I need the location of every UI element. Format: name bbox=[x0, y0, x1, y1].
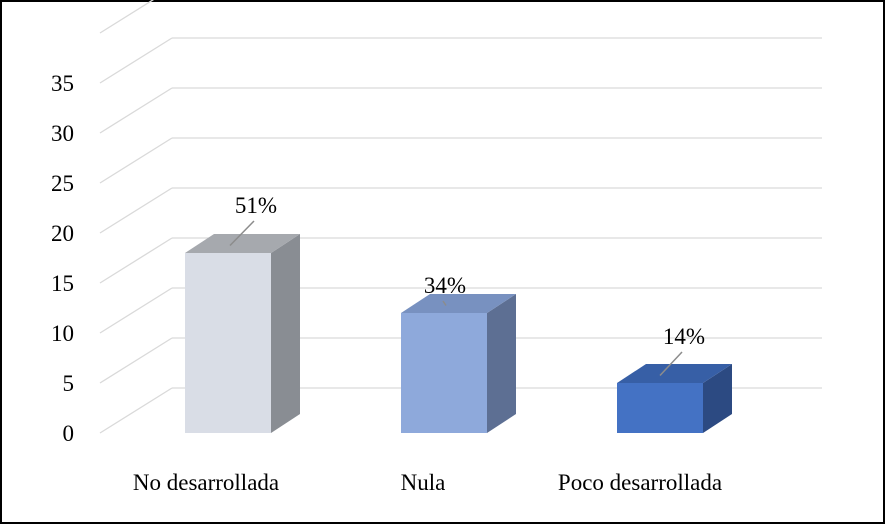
data-label-leader bbox=[229, 220, 255, 247]
side-gridline bbox=[99, 387, 173, 434]
side-gridline bbox=[99, 187, 173, 234]
data-label: 34% bbox=[424, 273, 466, 298]
y-axis-ticks: 0 5 10 15 20 25 30 35 bbox=[51, 71, 74, 446]
bar-top bbox=[401, 294, 516, 313]
bars: 51% 34% 14% bbox=[185, 193, 732, 433]
bar-front bbox=[617, 383, 703, 433]
side-gridline bbox=[99, 37, 173, 84]
data-label: 14% bbox=[663, 324, 705, 349]
x-axis-categories: No desarrollada Nula Poco desarrollada bbox=[133, 470, 722, 495]
side-gridline bbox=[99, 0, 155, 34]
y-tick-label: 25 bbox=[51, 171, 74, 196]
bar-front bbox=[401, 313, 487, 433]
y-tick-label: 0 bbox=[63, 421, 75, 446]
bar-side bbox=[487, 294, 516, 433]
y-tick-label: 10 bbox=[51, 321, 74, 346]
side-gridline bbox=[99, 137, 173, 184]
bar-top bbox=[185, 234, 300, 253]
side-gridline bbox=[99, 87, 173, 134]
side-gridline bbox=[99, 337, 173, 384]
bar: 14% bbox=[617, 324, 732, 433]
y-tick-label: 35 bbox=[51, 71, 74, 96]
y-tick-label: 5 bbox=[63, 371, 75, 396]
bar: 51% bbox=[185, 193, 300, 433]
y-tick-label: 15 bbox=[51, 271, 74, 296]
data-label-leader bbox=[659, 351, 683, 377]
bar-side bbox=[703, 364, 732, 433]
x-category-label: Nula bbox=[401, 470, 446, 495]
data-label: 51% bbox=[235, 193, 277, 218]
bar-side bbox=[271, 234, 300, 433]
data-label-leader bbox=[442, 300, 447, 306]
y-tick-label: 30 bbox=[51, 121, 74, 146]
y-tick-label: 20 bbox=[51, 221, 74, 246]
bar-top bbox=[617, 364, 732, 383]
bar: 34% bbox=[401, 273, 516, 433]
x-category-label: Poco desarrollada bbox=[558, 470, 722, 495]
side-gridline bbox=[99, 237, 173, 284]
side-gridline bbox=[99, 287, 173, 334]
x-category-label: No desarrollada bbox=[133, 470, 279, 495]
bar-front bbox=[185, 253, 271, 433]
